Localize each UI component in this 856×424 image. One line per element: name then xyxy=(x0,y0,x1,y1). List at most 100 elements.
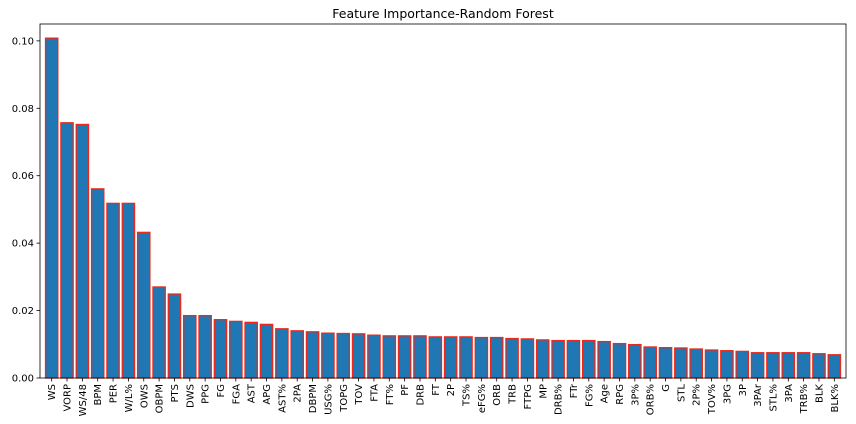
y-axis: 0.00 0.02 0.04 0.06 0.08 0.10 xyxy=(12,36,40,385)
x-tick-label: AST% xyxy=(277,384,288,413)
bar-ftpg xyxy=(520,338,535,379)
bar-per xyxy=(106,202,120,379)
bar-pts xyxy=(167,293,182,379)
x-tick-label: USG% xyxy=(323,384,334,415)
bar-dws xyxy=(182,314,197,379)
x-tick-label: FTr xyxy=(569,383,580,398)
bar-g xyxy=(658,347,673,379)
bar-vorp xyxy=(60,122,74,379)
bar-bpm xyxy=(90,188,105,379)
bar-dbpm xyxy=(305,331,320,379)
x-tick-label: VORP xyxy=(63,384,74,412)
bar-fg xyxy=(213,319,228,379)
y-tick-label: 0.02 xyxy=(12,306,34,317)
x-tick-label: ORB xyxy=(492,384,503,406)
bar-pf xyxy=(397,335,412,379)
x-tick-label: DRB xyxy=(415,384,426,406)
x-tick-label: OBPM xyxy=(155,384,166,413)
x-tick-label: APG xyxy=(262,384,273,405)
bar-ows xyxy=(136,231,151,379)
bar-3p- xyxy=(628,343,642,379)
x-tick-label: 2PA xyxy=(293,384,304,403)
x-tick-label: DRB% xyxy=(554,384,565,415)
bar-efg- xyxy=(474,336,489,379)
bar-ws xyxy=(44,37,59,379)
x-tick-label: PPG xyxy=(201,384,212,404)
bar-blk xyxy=(812,353,826,379)
bar-tov- xyxy=(704,349,719,379)
bar-ft- xyxy=(382,335,397,379)
bar-trb- xyxy=(796,352,811,379)
x-tick-label: FTA xyxy=(369,384,380,402)
x-tick-label: 2P xyxy=(446,384,457,396)
bar-ftr xyxy=(566,339,581,379)
x-tick-label: WS/48 xyxy=(78,384,89,416)
x-tick-label: TOPG xyxy=(339,384,350,413)
bar-stl- xyxy=(766,352,780,379)
bar-3pg xyxy=(720,350,734,379)
x-tick-label: FG xyxy=(216,384,227,398)
x-tick-label: FTPG xyxy=(523,384,534,409)
bar-ws-48 xyxy=(75,123,90,379)
bar-fga xyxy=(229,320,243,379)
x-tick-label: STL% xyxy=(768,384,779,412)
x-tick-label: PER xyxy=(109,384,120,403)
bar-age xyxy=(597,340,611,379)
x-tick-label: MP xyxy=(538,384,549,399)
x-tick-label: BPM xyxy=(93,384,104,406)
x-tick-label: TOV% xyxy=(707,384,718,415)
x-tick-label: FT% xyxy=(385,384,396,405)
bar-ts- xyxy=(459,336,473,379)
x-tick-label: DWS xyxy=(185,384,196,408)
bar-fg- xyxy=(582,339,596,379)
x-tick-label: TS% xyxy=(462,384,473,407)
bar-usg- xyxy=(321,332,335,379)
y-tick-label: 0.00 xyxy=(12,374,34,385)
bar-2pa xyxy=(290,330,305,379)
y-tick-label: 0.04 xyxy=(12,239,34,250)
x-tick-label: DBPM xyxy=(308,384,319,413)
x-tick-label: 3PAr xyxy=(753,383,764,407)
bar-2p xyxy=(443,336,458,379)
y-tick-label: 0.08 xyxy=(12,104,34,115)
x-tick-label: G xyxy=(661,384,672,392)
chart-title: Feature Importance-Random Forest xyxy=(332,6,554,21)
bar-3p xyxy=(735,350,750,379)
x-tick-label: 3PA xyxy=(784,384,795,403)
x-tick-label: AST xyxy=(247,383,258,403)
bar-2p- xyxy=(689,348,704,379)
x-tick-label: BLK xyxy=(814,384,825,403)
x-tick-label: PTS xyxy=(170,384,181,403)
x-tick-label: TRB xyxy=(508,384,519,405)
x-tick-label: 3PG xyxy=(722,384,733,404)
bar-mp xyxy=(535,339,550,379)
bar-orb xyxy=(489,336,504,379)
bar-orb- xyxy=(643,346,657,379)
x-tick-label: STL xyxy=(676,384,687,402)
x-tick-label: TOV xyxy=(354,384,365,406)
bars-group xyxy=(44,37,842,379)
x-tick-label: W/L% xyxy=(124,384,135,412)
bar-stl xyxy=(674,347,688,379)
x-tick-label: BLK% xyxy=(830,384,841,413)
bar-3pa xyxy=(781,352,796,379)
x-tick-label: TRB% xyxy=(799,384,810,414)
bar-drb xyxy=(413,335,427,379)
bar-blk- xyxy=(827,354,842,379)
y-tick-label: 0.06 xyxy=(12,171,34,182)
x-tick-label: FT xyxy=(431,383,442,396)
bar-rpg xyxy=(612,342,627,379)
x-axis: WS VORP WS/48 BPM PER W/L% OWS OBPM PTS DWS PPG FG F… xyxy=(47,378,841,416)
x-tick-label: eFG% xyxy=(477,384,488,413)
bar-drb- xyxy=(551,339,565,379)
bar-3par xyxy=(750,352,765,379)
x-tick-label: OWS xyxy=(139,384,150,408)
x-tick-label: 2P% xyxy=(692,384,703,406)
bar-ppg xyxy=(198,314,212,379)
bar-ft xyxy=(428,336,443,379)
plot-frame xyxy=(39,23,847,379)
x-tick-label: PF xyxy=(400,384,411,396)
bar-trb xyxy=(505,337,519,379)
bar-fta xyxy=(367,334,381,379)
